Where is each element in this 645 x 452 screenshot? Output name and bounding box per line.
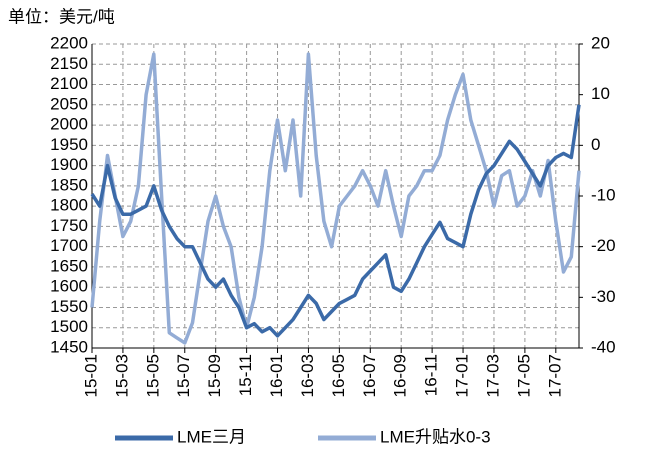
x-tick-label: 15-09 — [205, 354, 224, 397]
y2-tick-label: -30 — [591, 287, 616, 306]
y2-tick-label: -10 — [591, 185, 616, 204]
x-tick-label: 17-05 — [514, 354, 533, 397]
y2-tick-label: 10 — [591, 84, 610, 103]
y2-tick-label: -40 — [591, 337, 616, 356]
x-tick-label: 17-03 — [483, 354, 502, 397]
x-tick-label: 16-03 — [298, 354, 317, 397]
y-tick-label: 1750 — [50, 216, 88, 235]
series-line — [90, 52, 581, 345]
x-tick-label: 15-03 — [112, 354, 131, 397]
y-tick-label: 1800 — [50, 196, 88, 215]
x-tick-label: 16-11 — [422, 354, 441, 396]
y-tick-label: 1500 — [50, 317, 88, 336]
x-tick-label: 15-11 — [236, 354, 255, 396]
y-tick-label: 1700 — [50, 236, 88, 255]
legend-label: LME升贴水0-3 — [380, 427, 491, 446]
x-tick-label: 16-07 — [360, 354, 379, 397]
x-tick-label: 16-01 — [267, 354, 286, 397]
x-tick-label: 16-09 — [391, 354, 410, 397]
x-tick-label: 17-01 — [453, 354, 472, 397]
y-tick-label: 2050 — [50, 94, 88, 113]
y-tick-label: 1900 — [50, 155, 88, 174]
y-tick-label: 2100 — [50, 74, 88, 93]
y-tick-label: 1950 — [50, 135, 88, 154]
series-line — [90, 104, 581, 338]
y-tick-label: 2200 — [50, 33, 88, 52]
y-tick-label: 1550 — [50, 297, 88, 316]
y2-tick-label: -20 — [591, 236, 616, 255]
y-tick-label: 1850 — [50, 175, 88, 194]
y2-tick-label: 20 — [591, 33, 610, 52]
y-tick-label: 2150 — [50, 54, 88, 73]
y-tick-label: 1600 — [50, 277, 88, 296]
x-tick-label: 16-05 — [329, 354, 348, 397]
y-tick-label: 1450 — [50, 337, 88, 356]
x-tick-label: 15-05 — [143, 354, 162, 397]
legend-label: LME三月 — [177, 427, 246, 446]
x-tick-label: 15-07 — [174, 354, 193, 397]
y-tick-label: 2000 — [50, 115, 88, 134]
x-tick-label: 17-07 — [545, 354, 564, 397]
x-tick-label: 15-01 — [81, 354, 100, 397]
y2-tick-label: 0 — [591, 135, 600, 154]
y-tick-label: 1650 — [50, 256, 88, 275]
chart-title: 单位：美元/吨 — [8, 7, 115, 26]
